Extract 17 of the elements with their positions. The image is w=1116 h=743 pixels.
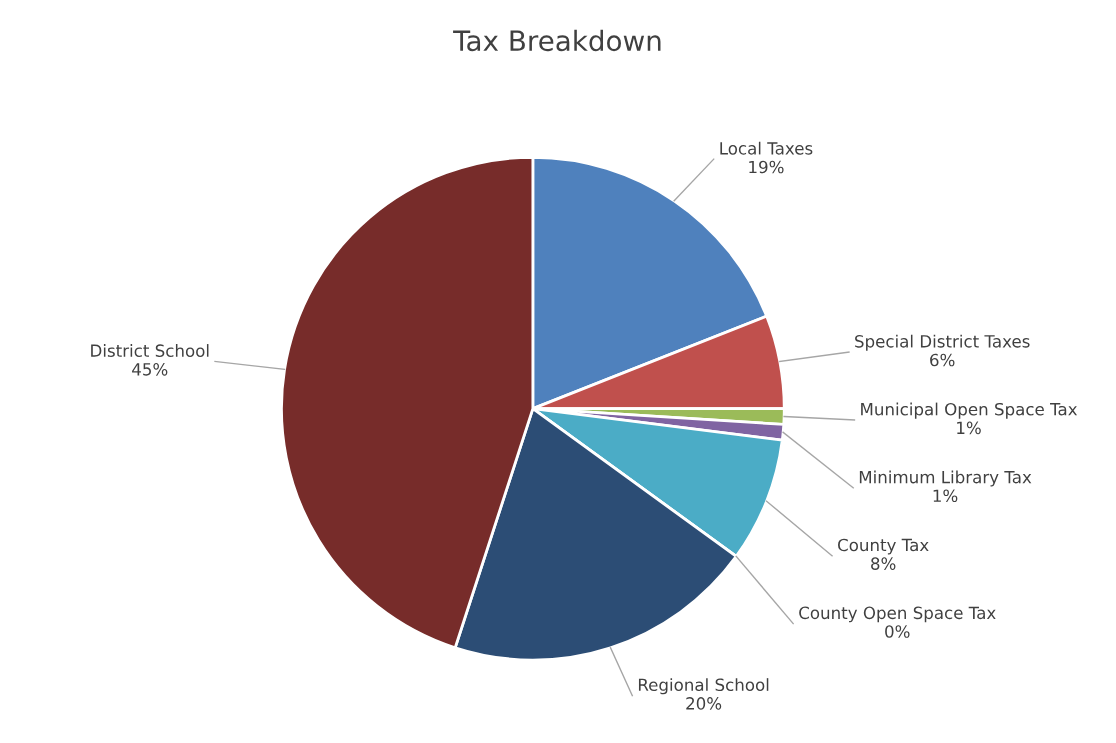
slice-label: Regional School (638, 678, 769, 695)
slice-label: Special District Taxes (855, 334, 1030, 351)
data-label: 20% (686, 697, 722, 710)
data-label: 45% (132, 363, 168, 376)
data-label: 6% (930, 353, 955, 367)
data-label: 8% (871, 557, 896, 570)
chart-title: Tax Breakdown (453, 29, 661, 52)
data-label: 19% (749, 160, 784, 174)
slice-label: County Tax (838, 538, 929, 555)
data-label: 1% (933, 489, 958, 503)
data-label: 1% (957, 421, 981, 435)
slice-label: Local Taxes (720, 141, 813, 155)
slice-label: Municipal Open Space Tax (861, 402, 1078, 419)
text: 0% (885, 625, 910, 638)
slice-label: Minimum Library Tax (859, 470, 1032, 487)
category-label: County Open Space Tax (799, 606, 996, 623)
slice-label: District School (91, 344, 209, 357)
